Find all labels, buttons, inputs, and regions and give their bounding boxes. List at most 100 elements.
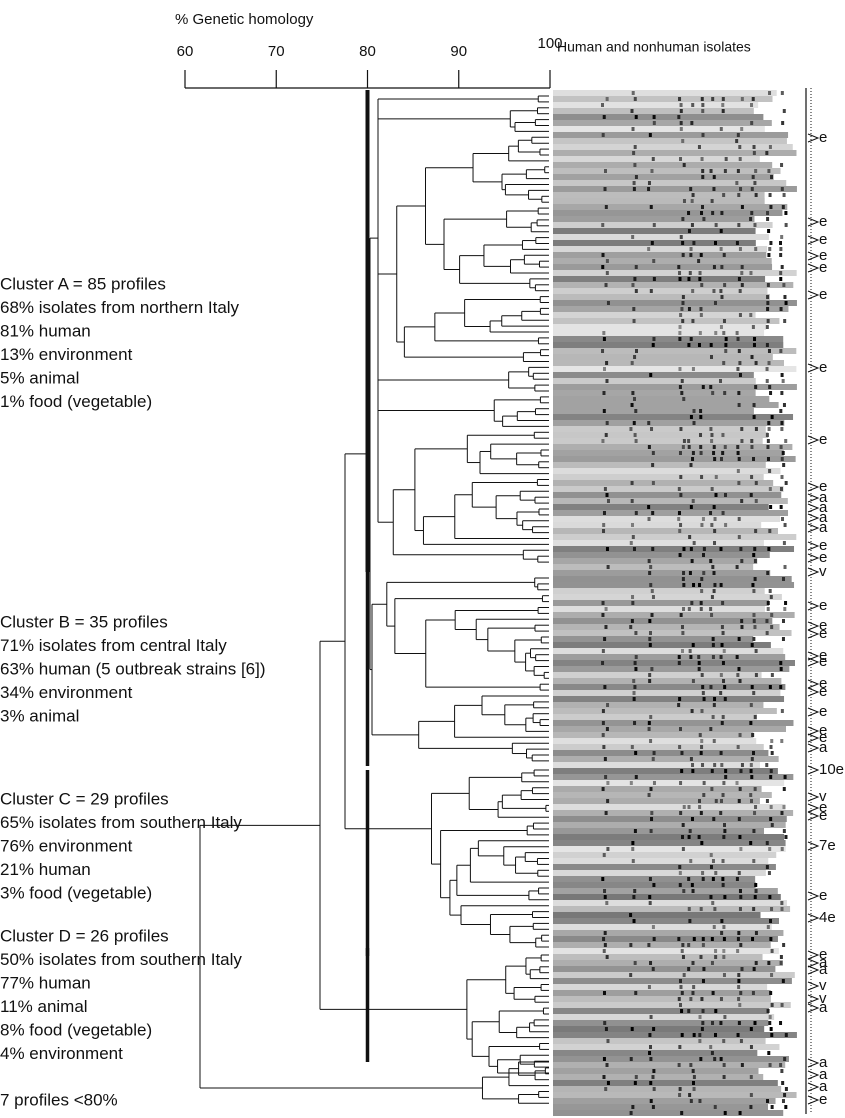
gel-band [678,385,682,389]
gel-band [689,1099,693,1103]
gel-band [691,367,695,371]
gel-band [738,835,742,839]
gel-band [736,673,740,677]
gel-band [737,517,741,521]
gel-lane [553,828,765,834]
gel-band [604,169,608,173]
gel-band [647,943,651,947]
gel-band [652,277,656,281]
gel-band [749,1105,753,1109]
gel-band [770,949,774,953]
gel-band [603,1021,607,1025]
gel-lane [553,96,773,102]
gel-band [738,787,742,791]
gel-band [633,97,637,101]
gel-band [722,1075,726,1079]
gel-band [753,181,757,185]
gel-band [634,775,638,779]
gel-band [752,859,756,863]
gel-band [710,199,714,203]
gel-band [782,403,786,407]
side-label: e [819,799,827,816]
side-label: v [819,788,827,805]
gel-band [632,919,636,923]
arrow [807,981,820,991]
arrow [807,1095,820,1105]
gel-band [765,763,769,767]
gel-band [632,187,636,191]
gel-band [721,601,725,605]
gel-band [784,835,788,839]
gel-lane [553,1032,797,1038]
gel-band [649,715,653,719]
gel-band [713,457,717,461]
gel-band [687,907,691,911]
gel-band [697,145,701,149]
gel-band [679,109,683,113]
gel-band [601,709,605,713]
gel-lane [553,1056,789,1062]
gel-band [779,661,783,665]
gel-lane [553,90,777,96]
gel-band [770,415,774,419]
gel-band [652,883,656,887]
gel-band [605,271,609,275]
gel-band [780,427,784,431]
gel-lane [553,210,783,216]
gel-band [692,583,696,587]
gel-band [770,1003,774,1007]
gel-band [677,487,681,491]
gel-band [779,1063,783,1067]
gel-band [751,583,755,587]
gel-band [601,721,605,725]
side-label: a [819,739,828,756]
gel-lane [553,150,797,156]
gel-band [750,103,754,107]
gel-lane [553,624,780,630]
gel-band [767,169,771,173]
gel-band [724,775,728,779]
arrow [807,435,820,445]
gel-band [719,655,723,659]
gel-band [737,223,741,227]
gel-band [768,193,772,197]
gel-band [766,217,770,221]
gel-band [647,793,651,797]
arrow [807,733,820,743]
gel-band [737,193,741,197]
gel-lane [553,198,765,204]
arrow [807,523,820,533]
gel-band [737,817,741,821]
gel-band [679,1003,683,1007]
gel-band [766,319,770,323]
gel-band [769,775,773,779]
gel-band [713,697,717,701]
gel-band [781,205,785,209]
gel-band [768,247,772,251]
gel-lane [553,252,767,258]
gel-band [602,991,606,995]
side-label: v [819,563,827,580]
gel-band [634,511,638,515]
gel-lane [553,336,784,342]
gel-band [680,1111,684,1115]
gel-band [721,631,725,635]
gel-lane [553,978,792,984]
side-label: e [819,617,827,634]
gel-band [720,763,724,767]
gel-band [750,355,754,359]
gel-band [754,193,758,197]
gel-band [722,823,726,827]
gel-band [722,253,726,257]
gel-band [737,457,741,461]
gel-band [701,877,705,881]
gel-band [634,991,638,995]
side-label: a [819,961,828,978]
gel-lane [553,942,771,948]
side-label: e [819,231,827,248]
gel-band [753,577,757,581]
gel-band [630,481,634,485]
gel-band [690,817,694,821]
gel-band [709,355,713,359]
gel-lane [553,618,773,624]
